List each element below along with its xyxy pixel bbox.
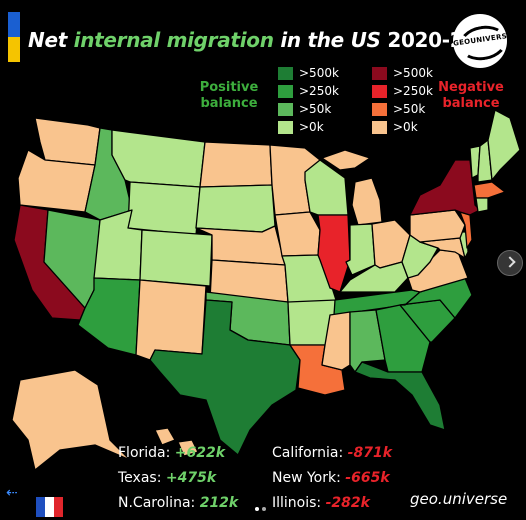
state-nm: [135, 279, 207, 361]
state-mt: [111, 129, 206, 188]
back-arrow-icon[interactable]: ⇠: [6, 484, 18, 500]
stat-value: -665k: [345, 470, 390, 486]
carousel-dot[interactable]: [262, 507, 266, 511]
state-mi-up: [321, 149, 371, 171]
stat-value: -871k: [347, 445, 393, 461]
title-word-internal-migration: internal migration: [73, 28, 274, 52]
legend-label: >250k: [299, 84, 339, 98]
legend-label: >250k: [393, 84, 433, 98]
positive-label-line2: balance: [200, 96, 258, 111]
legend-label: >50k: [299, 102, 332, 116]
legend-item: >0k: [372, 118, 433, 136]
legend-swatch: [372, 66, 387, 80]
negative-balance-label: Negative balance: [432, 80, 510, 112]
state-hi-2: [177, 439, 199, 457]
legend-item: >50k: [372, 100, 433, 118]
state-ia: [274, 211, 321, 257]
next-slide-button[interactable]: [497, 250, 523, 276]
state-ak: [11, 369, 131, 471]
legend-item: >50k: [278, 100, 339, 118]
state-tx: [149, 299, 301, 456]
legend-label: >500k: [299, 66, 339, 80]
positive-label-line1: Positive: [199, 80, 259, 95]
state-co: [139, 229, 213, 287]
stat-value: -282k: [325, 495, 370, 511]
legend-swatch: [278, 102, 293, 116]
stat-name: Florida:: [118, 445, 171, 461]
legend-swatch: [372, 102, 387, 116]
state-sd: [195, 184, 276, 233]
legend-swatch: [372, 84, 387, 98]
state-ma: [473, 181, 506, 199]
negative-label-line2: balance: [442, 96, 500, 111]
stat-ncarolina: N.Carolina: 212k: [118, 495, 238, 511]
state-pa: [409, 209, 466, 243]
stat-value: +475k: [165, 470, 217, 486]
state-wa: [34, 117, 101, 166]
stat-name: N.Carolina:: [118, 495, 196, 511]
legend-item: >500k: [372, 64, 433, 82]
carousel-dot[interactable]: [255, 507, 259, 511]
negative-label-line1: Negative: [438, 80, 504, 95]
stat-value: 212k: [199, 495, 239, 511]
legend-swatch: [278, 84, 293, 98]
carousel-dots: [255, 507, 266, 511]
legend-negative: >500k >250k >50k >0k: [372, 64, 433, 136]
state-il: [317, 214, 351, 293]
page-title: Net internal migration in the US 2020-20…: [28, 28, 505, 52]
state-ky: [339, 261, 409, 293]
stat-name: California:: [272, 445, 344, 461]
state-hi: [154, 427, 176, 446]
title-word-in-the-us: in the US: [280, 28, 381, 52]
stat-value: +622k: [174, 445, 226, 461]
geouniverse-logo: GEOUNIVERSE: [453, 14, 513, 68]
title-word-net: Net: [28, 28, 67, 52]
stat-florida: Florida: +622k: [118, 445, 225, 461]
legend-label: >0k: [299, 120, 324, 134]
stat-illinois: Illinois: -282k: [272, 495, 370, 511]
france-flag-icon[interactable]: [36, 497, 63, 517]
state-nd: [199, 141, 273, 188]
state-mi: [351, 177, 383, 226]
legend-label: >50k: [393, 102, 426, 116]
legend-swatch: [278, 120, 293, 134]
credit-text: geo.universe: [410, 490, 508, 508]
stat-california: California: -871k: [272, 445, 392, 461]
legend-label: >0k: [393, 120, 418, 134]
legend-item: >500k: [278, 64, 339, 82]
legend-item: >250k: [278, 82, 339, 100]
ukraine-flag-icon: [8, 12, 20, 62]
stat-name: Illinois:: [272, 495, 322, 511]
stat-newyork: New York: -665k: [272, 470, 390, 486]
legend-item: >250k: [372, 82, 433, 100]
state-fl: [354, 361, 446, 431]
legend-swatch: [372, 120, 387, 134]
stat-name: Texas:: [118, 470, 162, 486]
positive-balance-label: Positive balance: [190, 80, 268, 112]
legend-positive: >500k >250k >50k >0k: [278, 64, 339, 136]
state-wy: [127, 181, 201, 236]
legend-item: >0k: [278, 118, 339, 136]
legend-label: >500k: [393, 66, 433, 80]
stat-texas: Texas: +475k: [118, 470, 216, 486]
state-ct: [475, 197, 489, 213]
legend-swatch: [278, 66, 293, 80]
state-me: [487, 109, 521, 181]
stat-name: New York:: [272, 470, 341, 486]
state-ny: [409, 159, 481, 216]
